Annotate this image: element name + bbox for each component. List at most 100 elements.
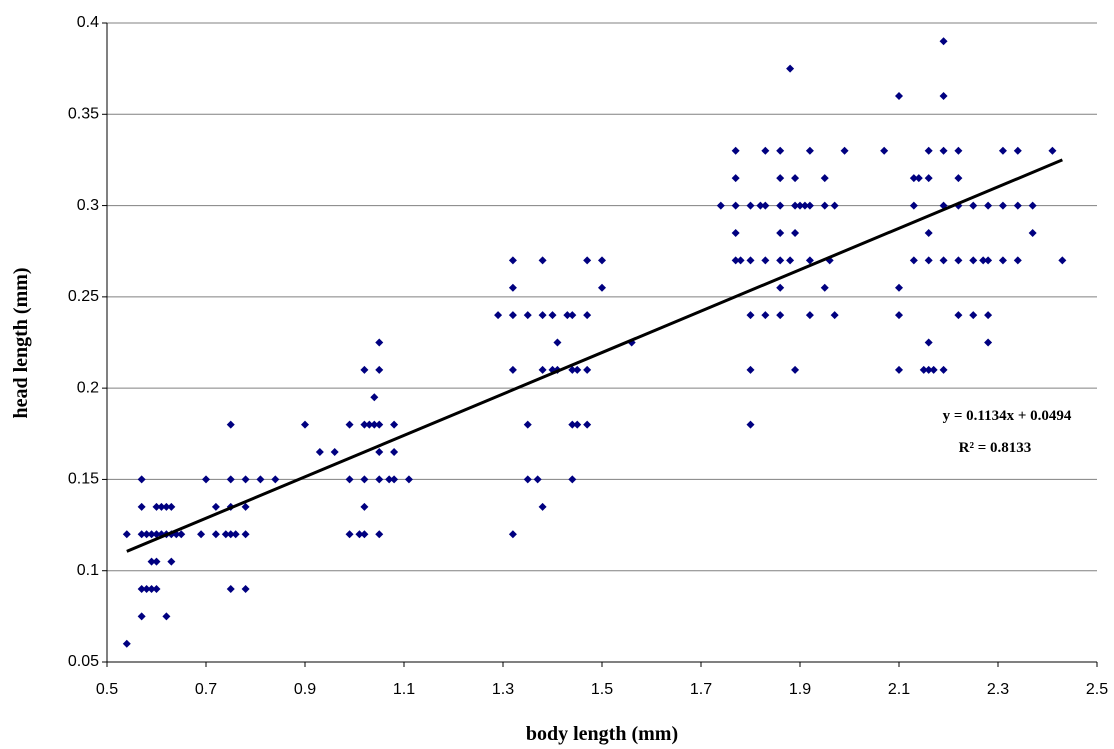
- point: [598, 256, 606, 265]
- point: [360, 530, 369, 539]
- point: [523, 311, 532, 320]
- point: [241, 584, 250, 593]
- point: [573, 420, 582, 429]
- point: [360, 502, 369, 511]
- point: [137, 612, 146, 621]
- point: [924, 256, 933, 265]
- point: [929, 365, 938, 374]
- point: [157, 502, 166, 511]
- point: [167, 502, 176, 511]
- point: [583, 311, 592, 320]
- point: [791, 201, 800, 210]
- point: [583, 256, 592, 265]
- point: [796, 201, 804, 210]
- point: [202, 475, 210, 484]
- trendline: [126, 158, 1063, 553]
- point: [746, 201, 755, 210]
- point: [756, 201, 765, 210]
- point: [385, 475, 394, 484]
- point: [177, 530, 186, 539]
- point: [791, 174, 800, 183]
- point: [1028, 228, 1037, 237]
- point: [954, 256, 963, 265]
- point: [731, 256, 740, 265]
- point: [761, 146, 770, 155]
- point: [939, 146, 948, 155]
- point: [924, 228, 933, 237]
- point: [538, 502, 547, 511]
- point: [736, 256, 745, 265]
- point: [776, 201, 785, 210]
- point: [786, 64, 795, 73]
- point: [147, 530, 156, 539]
- point: [137, 502, 146, 511]
- point: [969, 201, 978, 210]
- y-tick-label: 0.3: [77, 197, 99, 214]
- y-tick-label: 0.35: [68, 106, 99, 123]
- point: [538, 311, 547, 320]
- point: [776, 256, 785, 265]
- point: [226, 584, 235, 593]
- point: [167, 557, 176, 566]
- point: [746, 420, 755, 429]
- point: [548, 311, 557, 320]
- point: [998, 256, 1007, 265]
- point: [598, 283, 606, 292]
- x-tick-label: 0.5: [96, 681, 118, 698]
- point: [365, 420, 374, 429]
- point: [152, 530, 161, 539]
- x-tick-label: 1.9: [789, 681, 811, 698]
- point: [197, 530, 206, 539]
- point: [345, 530, 354, 539]
- point: [137, 475, 146, 484]
- point: [924, 365, 933, 374]
- y-tick-label: 0.1: [77, 562, 99, 579]
- point: [241, 502, 250, 511]
- point: [221, 530, 230, 539]
- point: [404, 475, 413, 484]
- x-tick-label: 1.1: [393, 681, 415, 698]
- point: [142, 530, 151, 539]
- point: [1048, 146, 1057, 155]
- point: [162, 612, 171, 621]
- point: [137, 584, 146, 593]
- point: [523, 420, 532, 429]
- x-tick-label: 0.7: [195, 681, 217, 698]
- point: [924, 174, 933, 183]
- point: [494, 311, 503, 320]
- point: [360, 475, 369, 484]
- x-tick-label: 1.7: [690, 681, 712, 698]
- point: [390, 475, 399, 484]
- point: [375, 420, 384, 429]
- point: [375, 475, 384, 484]
- point: [538, 365, 547, 374]
- x-tick-label: 2.1: [888, 681, 910, 698]
- point: [360, 365, 369, 374]
- point: [226, 530, 235, 539]
- point: [315, 448, 324, 457]
- point: [226, 475, 235, 484]
- point: [370, 420, 379, 429]
- point: [162, 502, 171, 511]
- point: [791, 228, 800, 237]
- point: [998, 201, 1007, 210]
- point: [241, 530, 250, 539]
- point: [1013, 201, 1022, 210]
- point: [924, 146, 933, 155]
- point: [805, 146, 814, 155]
- point: [211, 530, 220, 539]
- x-tick-label: 2.5: [1086, 681, 1108, 698]
- point: [998, 146, 1007, 155]
- point: [370, 393, 379, 402]
- y-tick-label: 0.4: [77, 14, 99, 31]
- x-tick-label: 1.5: [591, 681, 613, 698]
- point: [330, 448, 339, 457]
- x-tick-label: 2.3: [987, 681, 1009, 698]
- point: [954, 311, 963, 320]
- point: [969, 256, 978, 265]
- point: [746, 256, 755, 265]
- point: [820, 201, 829, 210]
- point: [939, 256, 948, 265]
- point: [805, 311, 814, 320]
